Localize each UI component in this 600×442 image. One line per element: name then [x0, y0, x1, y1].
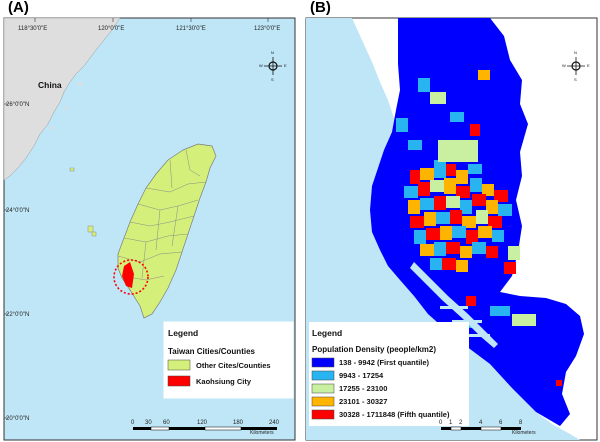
legend-b-swatch-3 — [311, 383, 335, 394]
compass-b-e: E — [587, 63, 590, 68]
compass-a-e: E — [284, 63, 287, 68]
legend-b-swatch-4 — [311, 396, 335, 407]
panel-b-legend-box — [309, 322, 469, 426]
kaohsiung-region — [122, 262, 134, 288]
compass-a-s: S — [271, 77, 274, 82]
scale-b-tick-4: 6 — [499, 420, 503, 426]
legend-a-subtitle: Taiwan Cities/Counties — [168, 347, 256, 356]
lon-tick-2: 120°0'0"E — [98, 26, 124, 32]
panel-b-label: (B) — [310, 0, 331, 16]
lat-tick-3: 22°0'0"N — [6, 312, 29, 318]
legend-a-item-other: Other Cites/Counties — [196, 361, 271, 370]
legend-a-title: Legend — [168, 328, 198, 338]
kaohsiung-circle — [113, 259, 149, 295]
scale-a-tick-0: 0 — [131, 420, 135, 426]
scale-a-tick-3: 120 — [197, 420, 208, 426]
china-island — [64, 106, 68, 110]
scale-a-tick-4: 180 — [233, 420, 244, 426]
legend-b-item-1: 138 - 9942 (First quantile) — [339, 358, 430, 367]
lat-tick-4: 20°0'0"N — [6, 416, 29, 422]
scale-b-tick-5: 8 — [519, 420, 523, 426]
lat-tick-1: 26°0'0"N — [6, 102, 29, 108]
scale-a-unit: Kilometers — [250, 430, 274, 436]
compass-b-n: N — [574, 50, 577, 55]
legend-b-item-3: 17255 - 23100 — [339, 384, 387, 393]
scale-b-tick-3: 4 — [479, 420, 483, 426]
lat-tick-2: 24°0'0"N — [6, 208, 29, 214]
legend-b-item-4: 23101 - 30327 — [339, 397, 387, 406]
compass-a-n: N — [271, 50, 274, 55]
scale-a-tick-5: 240 — [269, 420, 280, 426]
legend-a-item-kaohsiung: Kaohsiung City — [196, 377, 252, 386]
compass-a — [264, 57, 282, 75]
legend-b-swatch-5 — [311, 409, 335, 420]
legend-b-swatch-1 — [311, 357, 335, 368]
scale-bar-b — [441, 426, 521, 431]
scale-b-tick-2: 2 — [459, 420, 463, 426]
compass-b — [567, 57, 585, 75]
lon-tick-3: 121°30'0"E — [176, 26, 206, 32]
harbor-channels — [410, 262, 498, 348]
panel-a-label: (A) — [8, 0, 29, 16]
lon-tick-4: 123°0'0"E — [254, 26, 280, 32]
legend-a-swatch-other — [167, 359, 191, 371]
compass-a-w: W — [259, 63, 263, 68]
legend-b-item-5: 30328 - 1711848 (Fifth quantile) — [339, 410, 450, 419]
scale-b-tick-1: 1 — [449, 420, 453, 426]
china-label: China — [38, 80, 62, 90]
kinmen-island — [69, 167, 75, 172]
scale-b-unit: Kilometers — [512, 430, 536, 436]
compass-b-w: W — [562, 63, 566, 68]
district-patches — [396, 70, 562, 386]
scale-bar-a — [133, 426, 277, 431]
lon-tick-1: 118°30'0"E — [18, 26, 47, 32]
china-island — [50, 126, 54, 130]
scale-a-tick-1: 30 — [145, 420, 152, 426]
china-island — [78, 82, 82, 86]
legend-b-swatch-2 — [311, 370, 335, 381]
penghu-islands — [87, 225, 97, 237]
legend-b-subtitle: Population Density (people/km2) — [312, 345, 436, 354]
legend-a-swatch-kaohsiung — [167, 375, 191, 387]
legend-b-item-2: 9943 - 17254 — [339, 371, 384, 380]
compass-b-s: S — [574, 77, 577, 82]
china-mainland — [3, 17, 121, 181]
scale-b-tick-0: 0 — [439, 420, 443, 426]
legend-b-title: Legend — [312, 328, 342, 338]
scale-a-tick-2: 60 — [163, 420, 170, 426]
